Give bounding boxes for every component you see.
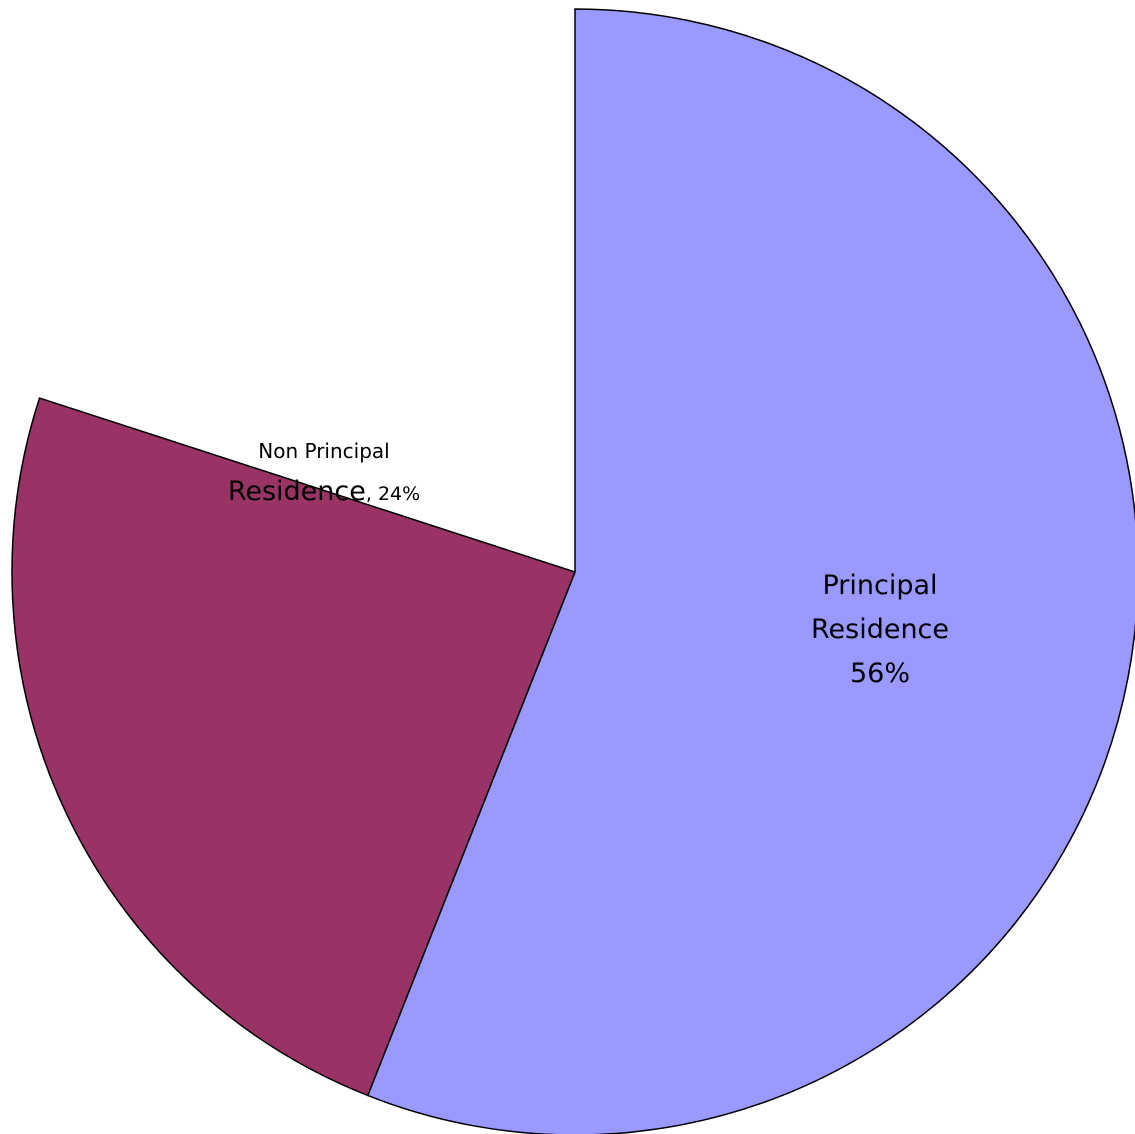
category-label: Non Principal bbox=[258, 439, 389, 463]
slice-label: Principal Residence 56% bbox=[811, 570, 949, 689]
category-label: Principal bbox=[822, 570, 937, 601]
category-label: Residence bbox=[228, 476, 366, 507]
category-label: Residence, 24% bbox=[228, 476, 420, 507]
value-label: 56% bbox=[850, 658, 910, 689]
category-label: Residence bbox=[811, 614, 949, 645]
pie-slice bbox=[366, 8, 1135, 1134]
value-label: , 24% bbox=[366, 483, 420, 505]
pie-slice bbox=[11, 397, 576, 1097]
